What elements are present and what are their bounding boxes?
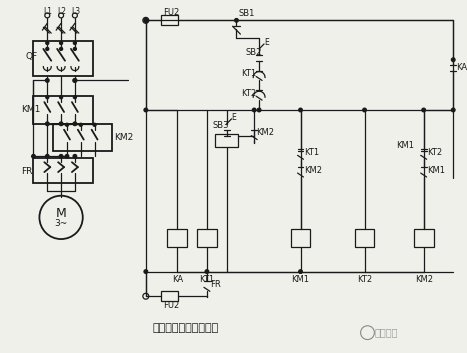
Text: QF: QF <box>26 52 38 61</box>
Bar <box>34 41 92 77</box>
Circle shape <box>452 108 455 112</box>
Text: 3~: 3~ <box>55 219 68 228</box>
Text: KM1: KM1 <box>21 106 40 114</box>
Circle shape <box>32 155 35 158</box>
Text: KA: KA <box>456 63 467 72</box>
Text: KT1: KT1 <box>241 69 256 78</box>
Text: SB3: SB3 <box>213 121 229 130</box>
Text: FU2: FU2 <box>163 300 180 310</box>
Circle shape <box>93 123 96 126</box>
Text: KM2: KM2 <box>114 133 134 142</box>
Circle shape <box>299 270 302 273</box>
Bar <box>215 134 239 148</box>
Circle shape <box>73 155 77 158</box>
Text: L3: L3 <box>71 7 80 16</box>
Text: M: M <box>56 207 66 220</box>
Circle shape <box>45 79 49 82</box>
Circle shape <box>45 122 49 126</box>
Circle shape <box>73 42 77 44</box>
Text: KT2: KT2 <box>241 89 256 98</box>
Text: KM2: KM2 <box>256 128 274 137</box>
Circle shape <box>205 270 209 273</box>
Circle shape <box>73 79 77 82</box>
Text: E: E <box>232 113 236 122</box>
Text: KM1: KM1 <box>291 275 310 284</box>
Circle shape <box>144 270 148 273</box>
Text: FU2: FU2 <box>163 8 180 17</box>
Text: 技成培训: 技成培训 <box>375 328 398 338</box>
Bar <box>53 124 113 151</box>
Bar <box>161 291 178 301</box>
Text: KT1: KT1 <box>304 148 319 157</box>
Text: FR: FR <box>210 280 220 289</box>
Circle shape <box>60 47 63 50</box>
Circle shape <box>73 122 77 126</box>
Text: L2: L2 <box>57 7 66 16</box>
Circle shape <box>299 108 302 112</box>
Circle shape <box>60 96 63 98</box>
Text: KM1: KM1 <box>396 141 414 150</box>
Circle shape <box>422 108 425 112</box>
Circle shape <box>144 18 148 22</box>
Circle shape <box>253 108 256 112</box>
Bar <box>34 96 92 124</box>
Bar <box>414 229 433 247</box>
Circle shape <box>73 96 77 98</box>
Circle shape <box>235 19 238 22</box>
Circle shape <box>45 155 49 158</box>
Circle shape <box>257 108 261 112</box>
Circle shape <box>144 108 148 112</box>
Text: L1: L1 <box>43 7 52 16</box>
Bar <box>161 16 178 25</box>
Text: E: E <box>264 38 269 48</box>
Circle shape <box>65 123 69 126</box>
Bar <box>355 229 375 247</box>
Circle shape <box>46 42 49 44</box>
Circle shape <box>60 42 63 44</box>
Text: KT1: KT1 <box>199 275 214 284</box>
Text: KM1: KM1 <box>428 166 446 175</box>
Text: SB2: SB2 <box>245 48 262 57</box>
Text: KM2: KM2 <box>304 166 322 175</box>
Text: 定时自动循环控制电路: 定时自动循环控制电路 <box>153 323 219 333</box>
Circle shape <box>46 47 49 50</box>
Circle shape <box>452 58 455 61</box>
Circle shape <box>73 47 77 50</box>
Text: KA: KA <box>172 275 183 284</box>
Bar <box>34 158 92 183</box>
Circle shape <box>46 96 49 98</box>
Text: KM2: KM2 <box>415 275 432 284</box>
Text: SB1: SB1 <box>239 9 255 18</box>
Bar <box>168 229 187 247</box>
Text: KT2: KT2 <box>428 148 443 157</box>
Text: KT2: KT2 <box>357 275 372 284</box>
Circle shape <box>65 155 69 158</box>
Circle shape <box>59 155 63 158</box>
Circle shape <box>363 108 366 112</box>
Circle shape <box>59 122 63 126</box>
Circle shape <box>79 123 82 126</box>
Text: FR: FR <box>21 167 32 175</box>
Bar <box>197 229 217 247</box>
Circle shape <box>73 79 77 82</box>
Bar <box>290 229 311 247</box>
